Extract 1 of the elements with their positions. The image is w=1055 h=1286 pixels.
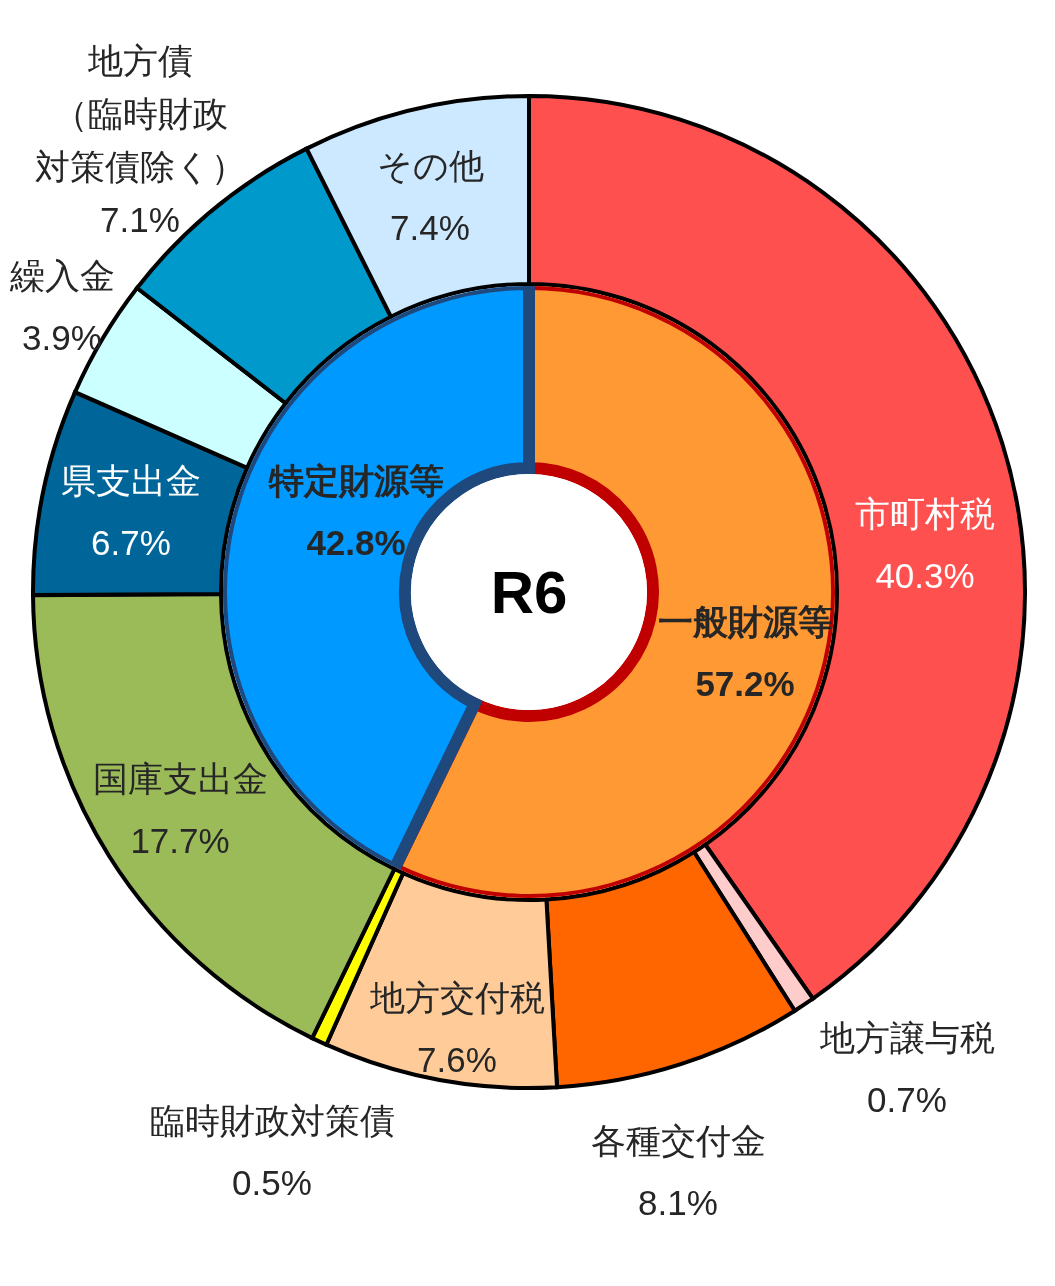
title: R6 — [490, 558, 568, 626]
